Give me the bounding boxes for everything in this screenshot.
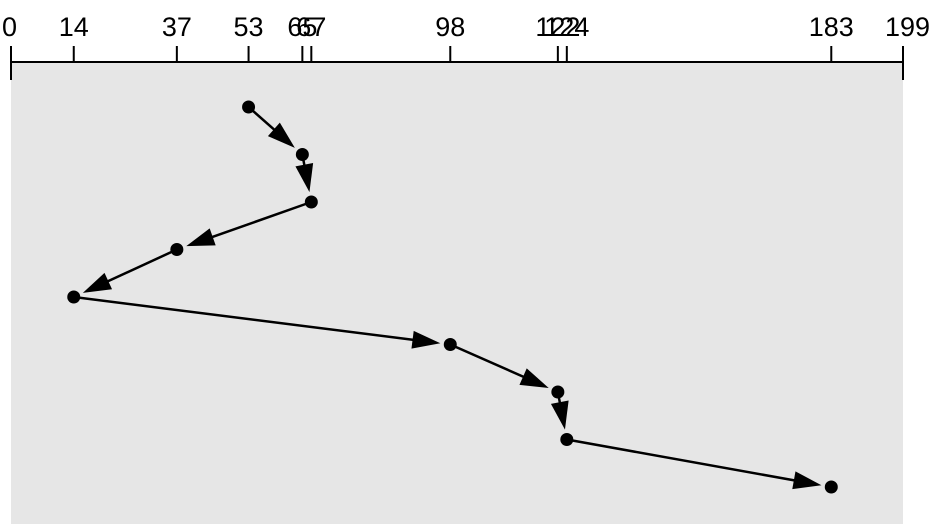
arrowhead-53-to-65 — [267, 122, 295, 148]
seek-segment-98-to-122 — [449, 343, 528, 380]
arrowhead-124-to-183 — [792, 471, 822, 490]
arrowhead-65-to-67 — [295, 162, 314, 193]
seek-segment-14-to-98 — [73, 295, 417, 342]
arrowhead-98-to-122 — [519, 368, 549, 388]
request-point-14 — [67, 290, 81, 304]
seek-path — [73, 106, 822, 490]
tick-label-37: 37 — [162, 12, 192, 42]
tick-label-122: 122 — [535, 12, 580, 42]
tick-label-67: 67 — [296, 12, 326, 42]
seek-segment-37-to-14 — [104, 248, 178, 284]
request-point-98 — [443, 338, 457, 351]
tick-label-53: 53 — [234, 12, 264, 42]
tick-label-98: 98 — [435, 12, 465, 42]
tick-label-14: 14 — [59, 12, 89, 42]
tick-label-65: 65 — [287, 12, 317, 42]
tick-label-124: 124 — [544, 12, 589, 42]
request-point-122 — [551, 385, 565, 399]
seek-segment-67-to-37 — [208, 200, 312, 240]
request-point-67 — [304, 195, 318, 209]
request-points — [67, 100, 838, 494]
request-point-53 — [242, 100, 256, 114]
panel-background — [11, 62, 903, 524]
arrowhead-14-to-98 — [411, 330, 441, 349]
request-point-37 — [170, 243, 184, 256]
arrowhead-67-to-37 — [186, 228, 216, 247]
tick-label-183: 183 — [809, 12, 854, 42]
arrowhead-37-to-14 — [82, 272, 113, 293]
request-point-124 — [560, 433, 574, 446]
tick-label-199: 199 — [885, 12, 930, 42]
request-point-65 — [295, 148, 309, 161]
request-point-183 — [824, 480, 838, 494]
tick-label-0: 0 — [2, 12, 17, 42]
arrowhead-122-to-124 — [550, 400, 569, 430]
seek-segment-124-to-183 — [566, 438, 799, 483]
